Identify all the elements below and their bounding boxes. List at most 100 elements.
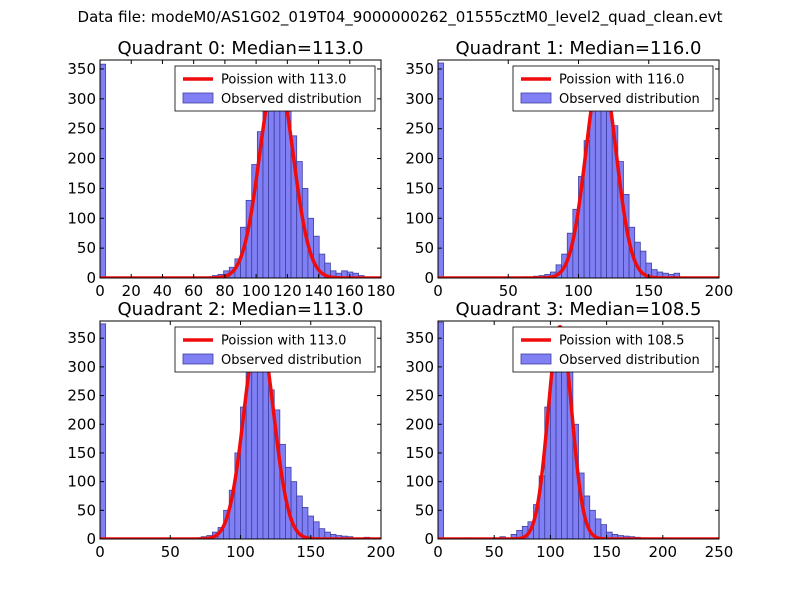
legend-bar-swatch [182, 353, 214, 365]
histogram-bar [262, 360, 270, 539]
histogram-bar [673, 272, 681, 278]
legend-bar-label: Observed distribution [559, 92, 700, 107]
x-tick-label: 0 [433, 543, 443, 561]
quadrant-2-title: Quadrant 2: Median=113.0 [118, 299, 364, 320]
axes-frame [99, 59, 382, 279]
x-tick-label: 140 [304, 282, 333, 300]
quadrant-2-plot: 0 50 100 150 200 0 50 100 150 200 250 300 350 Quadran… [67, 299, 395, 561]
legend-line-label: Poission with 113.0 [221, 334, 346, 349]
y-tick-label: 100 [67, 473, 96, 491]
x-tick-label: 20 [122, 282, 141, 300]
legend: Poission with 108.5 Observed distribution [512, 326, 714, 373]
y-tick-label: 0 [424, 530, 434, 548]
legend-bar-label: Observed distribution [559, 353, 700, 368]
histogram-bar [273, 83, 281, 278]
y-tick-label: 150 [67, 444, 96, 462]
legend-box [174, 65, 376, 112]
x-tick-label: 100 [536, 543, 565, 561]
quadrant-2-plot-area [100, 323, 381, 539]
histogram-bar [100, 323, 107, 539]
x-tick-label: 180 [367, 282, 396, 300]
y-tick-label: 50 [77, 501, 96, 519]
x-tick-label: 0 [95, 543, 105, 561]
histogram-bar [600, 524, 607, 539]
x-tick-label: 160 [335, 282, 364, 300]
x-tick-label: 80 [215, 282, 234, 300]
histogram-bar [100, 63, 107, 278]
histogram-bar [438, 62, 445, 278]
x-tick-label: 200 [648, 543, 677, 561]
legend-bar-swatch [520, 353, 552, 365]
y-tick-label: 250 [405, 120, 434, 138]
legend-box [512, 65, 714, 112]
legend-line-label: Poission with 113.0 [221, 73, 346, 88]
y-tick-label: 350 [405, 60, 434, 78]
legend: Poission with 113.0 Observed distribution [174, 326, 376, 373]
quadrant-3-title: Quadrant 3: Median=108.5 [456, 299, 702, 320]
y-tick-label: 100 [67, 209, 96, 227]
poisson-curve [100, 329, 381, 539]
x-tick-label: 0 [95, 282, 105, 300]
poisson-curve [438, 325, 719, 539]
legend-bar-label: Observed distribution [221, 353, 362, 368]
histogram-bar [268, 92, 275, 278]
legend-bar-label: Observed distribution [221, 92, 362, 107]
x-tick-label: 50 [161, 543, 180, 561]
y-tick-label: 200 [405, 150, 434, 168]
x-tick-label: 150 [592, 543, 621, 561]
x-tick-label: 50 [499, 282, 518, 300]
poisson-curve [438, 68, 719, 278]
legend: Poission with 113.0 Observed distribution [174, 65, 376, 112]
legend-box [512, 326, 714, 373]
y-tick-label: 350 [67, 329, 96, 347]
y-tick-label: 250 [67, 120, 96, 138]
x-tick-label: 60 [184, 282, 203, 300]
x-tick-label: 40 [153, 282, 172, 300]
legend-line-label: Poission with 108.5 [559, 334, 684, 349]
x-tick-label: 100 [226, 543, 255, 561]
y-tick-label: 200 [67, 150, 96, 168]
y-tick-label: 350 [67, 60, 96, 78]
y-tick-label: 150 [405, 179, 434, 197]
y-tick-label: 250 [405, 387, 434, 405]
histogram-bar [256, 349, 264, 539]
x-tick-label: 200 [705, 282, 734, 300]
x-tick-label: 250 [705, 543, 734, 561]
x-tick-label: 100 [564, 282, 593, 300]
histogram-bar [561, 343, 568, 539]
quadrant-1-title: Quadrant 1: Median=116.0 [456, 38, 702, 59]
y-tick-label: 50 [415, 501, 434, 519]
histogram-bar [301, 507, 309, 539]
quadrant-0-plot: 0 20 40 60 80 100 120 140 160 1800501001502002503… [67, 38, 395, 300]
x-tick-label: 0 [433, 282, 443, 300]
legend-bar-swatch [520, 92, 552, 104]
legend-box [174, 326, 376, 373]
y-tick-label: 50 [415, 239, 434, 257]
histogram-bar [438, 321, 445, 539]
y-tick-label: 300 [405, 90, 434, 108]
y-tick-label: 200 [405, 415, 434, 433]
x-tick-label: 150 [296, 543, 325, 561]
y-tick-label: 300 [405, 358, 434, 376]
y-tick-label: 0 [86, 530, 96, 548]
y-tick-label: 50 [77, 239, 96, 257]
y-tick-label: 300 [67, 90, 96, 108]
y-tick-label: 100 [405, 473, 434, 491]
axes-frame [437, 320, 720, 540]
x-tick-label: 50 [485, 543, 504, 561]
y-tick-label: 0 [424, 269, 434, 287]
y-tick-label: 150 [405, 444, 434, 462]
y-tick-label: 200 [67, 415, 96, 433]
legend: Poission with 116.0 Observed distribution [512, 65, 714, 112]
y-tick-label: 100 [405, 209, 434, 227]
x-tick-label: 120 [273, 282, 302, 300]
y-tick-label: 350 [405, 329, 434, 347]
legend-line-label: Poission with 116.0 [559, 73, 684, 88]
quadrant-3-plot: 0 50 100 150 200 250 0 50 100 150 200 250 300 350 Quad… [405, 299, 733, 561]
y-tick-label: 0 [86, 269, 96, 287]
x-tick-label: 200 [367, 543, 396, 561]
histogram-bar [313, 521, 320, 539]
x-tick-label: 150 [634, 282, 663, 300]
